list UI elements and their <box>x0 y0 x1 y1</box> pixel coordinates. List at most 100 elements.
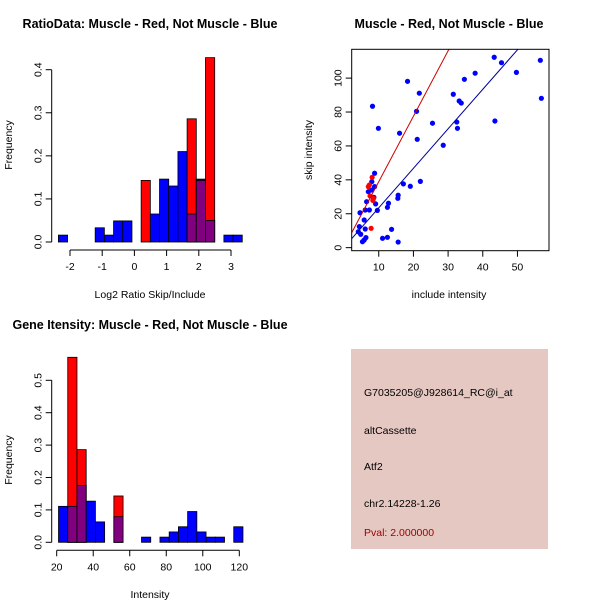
blue-point <box>385 200 392 206</box>
overlap-bar <box>195 180 206 243</box>
blue-point <box>388 226 395 232</box>
y-tick-label: 0.0 <box>33 535 45 550</box>
blue-point <box>371 170 378 176</box>
blue-point <box>395 192 401 198</box>
blue-point <box>416 90 422 96</box>
blue-point <box>400 181 406 187</box>
blue-point <box>404 78 411 84</box>
info-background <box>351 349 548 549</box>
x-tick-label: 0 <box>131 261 137 273</box>
blue-fit-line <box>351 49 519 239</box>
ratio-histogram-ylabel: Frequency <box>3 119 15 169</box>
x-tick-label: 100 <box>194 561 212 573</box>
x-tick-label: -2 <box>65 261 74 273</box>
blue-point <box>513 69 520 75</box>
blue-point <box>472 70 478 76</box>
blue-bar <box>168 531 179 543</box>
blue-bar <box>58 234 69 243</box>
blue-point <box>538 95 544 101</box>
blue-point <box>395 239 401 245</box>
x-tick-label: 120 <box>231 561 249 573</box>
x-tick-label: 40 <box>87 561 99 573</box>
blue-point <box>458 100 464 106</box>
red-point <box>365 184 371 190</box>
blue-bar <box>177 151 188 243</box>
blue-point <box>373 201 379 207</box>
x-tick-label: 3 <box>228 261 234 273</box>
y-tick-label: 0.0 <box>33 235 45 250</box>
intensity-histogram-title: Gene Itensity: Muscle - Red, Not Muscle … <box>12 318 287 332</box>
red-point <box>369 174 375 180</box>
blue-point <box>361 217 367 223</box>
blue-point <box>492 118 498 124</box>
y-tick-label: 80 <box>333 106 345 118</box>
x-tick-label: 60 <box>124 561 136 573</box>
blue-point <box>396 130 403 136</box>
overlap-bar <box>113 516 124 543</box>
y-tick-label: 0.5 <box>33 373 45 388</box>
blue-point <box>440 142 446 148</box>
blue-point <box>369 103 376 109</box>
y-tick-label: 40 <box>333 174 345 186</box>
blue-point <box>429 120 436 126</box>
blue-bar <box>159 536 170 543</box>
ratio-histogram-title: RatioData: Muscle - Red, Not Muscle - Bl… <box>23 17 278 31</box>
blue-bar <box>149 213 160 243</box>
blue-point <box>498 60 505 66</box>
blue-point <box>537 57 543 63</box>
gene-name: Atf2 <box>364 461 383 473</box>
y-tick-label: 20 <box>333 208 345 220</box>
blue-point <box>417 178 423 184</box>
blue-bar <box>94 227 105 243</box>
blue-point <box>414 136 420 142</box>
y-tick-label: 100 <box>333 69 345 87</box>
blue-bar <box>178 526 189 543</box>
overlap-bar <box>186 213 197 243</box>
x-tick-label: 20 <box>408 262 420 274</box>
blue-point <box>454 119 460 125</box>
blue-bar <box>214 536 225 543</box>
blue-point <box>374 207 380 213</box>
genomic-location: chr2.14228-1.26 <box>364 498 441 510</box>
blue-point <box>362 226 368 232</box>
red-point <box>370 195 377 201</box>
x-tick-label: -1 <box>98 261 107 273</box>
red-point <box>368 225 374 231</box>
x-tick-label: 2 <box>196 261 202 273</box>
blue-point <box>358 231 364 237</box>
overlap-bar <box>205 220 216 243</box>
blue-point <box>461 76 467 82</box>
x-tick-label: 50 <box>512 262 524 274</box>
y-tick-label: 0 <box>333 245 345 251</box>
red-bar <box>140 180 151 243</box>
blue-point <box>359 239 366 245</box>
ratio-histogram-xlabel: Log2 Ratio Skip/Include <box>95 289 206 301</box>
scatter-title: Muscle - Red, Not Muscle - Blue <box>355 17 544 31</box>
blue-bar <box>205 536 216 543</box>
blue-bar <box>232 234 243 243</box>
blue-point <box>379 235 386 241</box>
ratio-histogram: RatioData: Muscle - Red, Not Muscle - Bl… <box>3 17 277 301</box>
blue-bar <box>187 511 198 543</box>
y-tick-label: 0.2 <box>33 470 45 485</box>
intensity-histogram: Gene Itensity: Muscle - Red, Not Muscle … <box>3 318 288 601</box>
x-tick-label: 10 <box>373 262 385 274</box>
blue-point <box>491 54 497 60</box>
event-type: altCassette <box>364 425 417 437</box>
red-fit-line <box>351 49 450 233</box>
y-tick-label: 0.1 <box>33 191 45 206</box>
scatter-xlabel: include intensity <box>412 289 487 301</box>
probe-id: G7035205@J928614_RC@i_at <box>364 387 513 399</box>
y-tick-label: 0.2 <box>33 148 45 163</box>
y-tick-label: 0.4 <box>33 62 45 77</box>
blue-bar <box>58 505 69 543</box>
overlap-bar <box>67 505 78 543</box>
pval-text: Pval: 2.000000 <box>364 527 434 539</box>
intensity-histogram-xlabel: Intensity <box>130 589 170 600</box>
scatter-ylabel: skip intensity <box>303 119 315 180</box>
y-tick-label: 0.3 <box>33 438 45 453</box>
blue-bar <box>196 531 207 543</box>
blue-bar <box>113 220 124 243</box>
blue-point <box>384 204 391 210</box>
